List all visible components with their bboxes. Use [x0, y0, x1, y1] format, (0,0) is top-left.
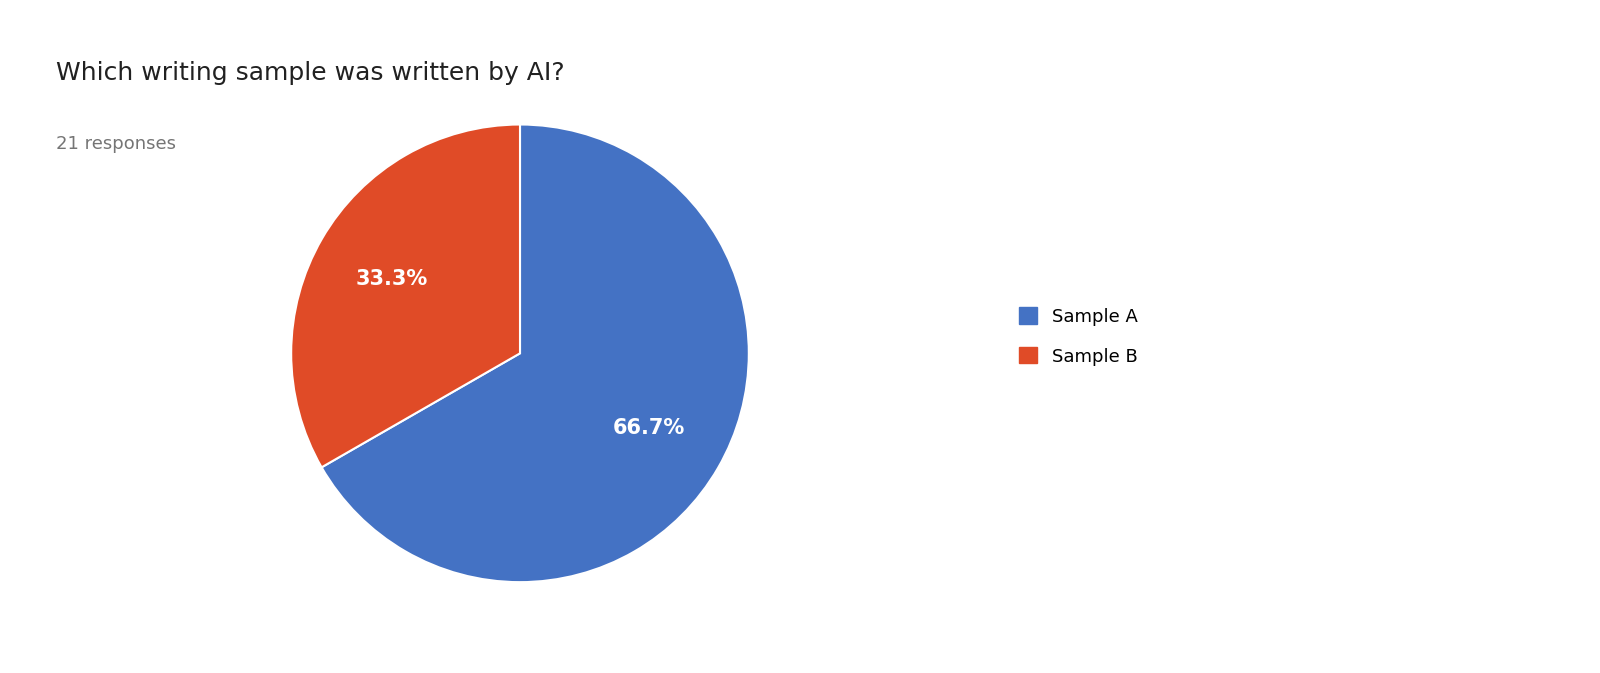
Text: 21 responses: 21 responses [56, 135, 176, 153]
Wedge shape [322, 125, 749, 582]
Text: Which writing sample was written by AI?: Which writing sample was written by AI? [56, 61, 565, 85]
Text: 33.3%: 33.3% [355, 269, 427, 289]
Wedge shape [291, 125, 520, 467]
Text: 66.7%: 66.7% [613, 418, 685, 438]
Legend: Sample A, Sample B: Sample A, Sample B [1002, 289, 1155, 384]
